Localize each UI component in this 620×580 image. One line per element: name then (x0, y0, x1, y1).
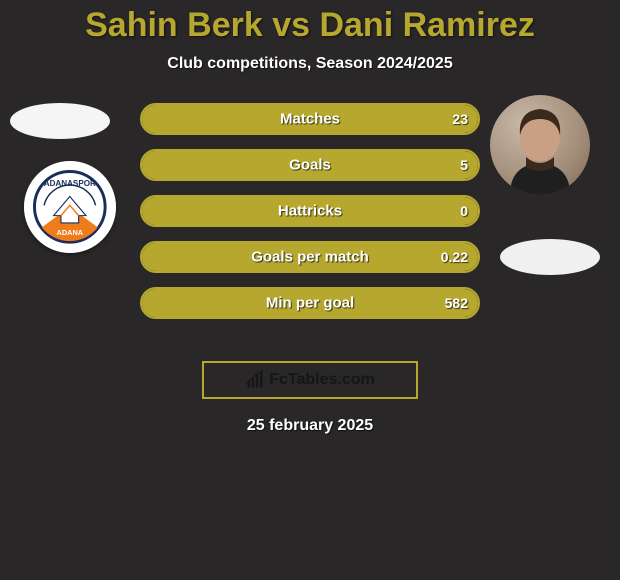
bar-value-right: 0.22 (441, 249, 468, 265)
svg-text:ADANA: ADANA (57, 228, 84, 237)
stat-bar-row: Min per goal 582 (140, 287, 480, 319)
stat-bar-row: Hattricks 0 (140, 195, 480, 227)
bar-label: Matches (280, 111, 340, 128)
stat-bars: Matches 23 Goals 5 Hattricks 0 Goals per match… (140, 103, 480, 333)
bar-value-right: 582 (445, 295, 468, 311)
comparison-area: ADANASPOR ADANA Matches23Goals5Hattric (0, 103, 620, 343)
comparison-infographic: Sahin Berk vs Dani Ramirez Club competit… (0, 0, 620, 580)
bar-chart-icon (245, 370, 265, 390)
left-player-blank-badge (10, 103, 110, 139)
stat-bar-row: Goals 5 (140, 149, 480, 181)
avatar-icon (490, 95, 590, 195)
page-subtitle: Club competitions, Season 2024/2025 (0, 55, 620, 73)
bar-label: Goals (289, 157, 331, 174)
bar-value-right: 0 (460, 203, 468, 219)
brand-box: FcTables.com (202, 361, 418, 399)
right-club-blank-badge (500, 239, 600, 275)
right-player-avatar (490, 95, 590, 195)
bar-value-right: 5 (460, 157, 468, 173)
left-club-badge: ADANASPOR ADANA (24, 161, 116, 253)
stat-bar-row: Matches 23 (140, 103, 480, 135)
stat-bar-row: Goals per match 0.22 (140, 241, 480, 273)
adanaspor-crest-icon: ADANASPOR ADANA (24, 161, 116, 253)
svg-text:ADANASPOR: ADANASPOR (44, 179, 96, 188)
bar-value-right: 23 (452, 111, 468, 127)
bar-label: Goals per match (251, 249, 369, 266)
bar-label: Hattricks (278, 203, 342, 220)
page-title: Sahin Berk vs Dani Ramirez (0, 0, 620, 45)
bar-label: Min per goal (266, 295, 354, 312)
footer-date: 25 february 2025 (0, 417, 620, 435)
brand-text: FcTables.com (269, 371, 375, 389)
